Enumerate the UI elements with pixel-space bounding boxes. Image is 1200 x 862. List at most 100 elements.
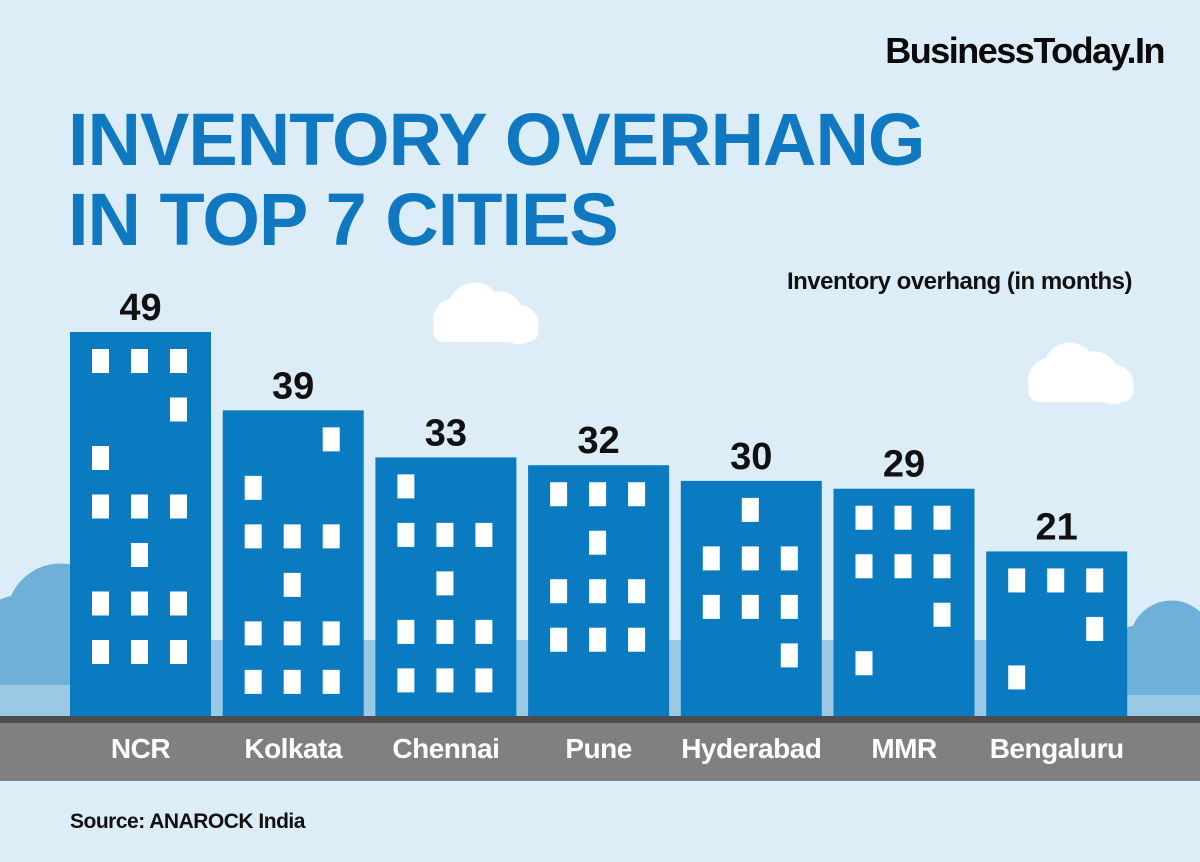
window <box>397 668 415 693</box>
window <box>702 594 720 619</box>
window <box>894 505 912 530</box>
window <box>397 522 415 547</box>
window <box>550 627 568 652</box>
window <box>436 571 454 596</box>
cloud-base <box>433 320 539 342</box>
window <box>131 349 148 373</box>
window <box>589 530 607 555</box>
window <box>741 497 759 522</box>
bar-group: 39 <box>222 365 364 716</box>
window <box>933 602 951 627</box>
window <box>1047 568 1065 593</box>
window <box>283 621 301 646</box>
category-label: Bengaluru <box>990 733 1124 764</box>
window <box>244 475 262 500</box>
window <box>244 524 262 549</box>
bar-group: 33 <box>375 412 517 716</box>
window <box>475 668 493 693</box>
window <box>628 482 646 507</box>
bar-group: 32 <box>528 420 670 716</box>
window <box>322 621 340 646</box>
window <box>741 594 759 619</box>
brand-logo: BusinessToday.In <box>885 30 1165 71</box>
title-line-2: IN TOP 7 CITIES <box>68 178 619 261</box>
window <box>322 669 340 694</box>
window <box>1086 568 1104 593</box>
cloud-white-1 <box>433 282 539 345</box>
window <box>780 643 798 668</box>
category-label: Pune <box>565 733 631 764</box>
data-label: 39 <box>272 365 314 407</box>
source-note: Source: ANAROCK India <box>70 810 305 833</box>
window <box>170 591 187 616</box>
window <box>436 668 454 693</box>
road <box>0 723 1200 781</box>
window <box>628 579 646 604</box>
window <box>92 640 109 664</box>
window <box>1008 568 1026 593</box>
category-label: NCR <box>111 733 170 764</box>
window <box>589 627 607 652</box>
window <box>589 579 607 604</box>
window <box>283 669 301 694</box>
window <box>702 546 720 571</box>
window <box>170 494 187 519</box>
window <box>322 427 340 452</box>
window <box>170 397 187 422</box>
window <box>92 349 109 373</box>
window <box>550 482 568 507</box>
bar-group: 49 <box>70 287 211 716</box>
category-label: MMR <box>871 733 937 764</box>
bar-group: 21 <box>986 506 1128 716</box>
window <box>92 446 109 470</box>
data-label: 21 <box>1036 506 1078 548</box>
window <box>92 494 109 519</box>
bar-group: 29 <box>833 444 975 716</box>
window <box>131 591 148 616</box>
window <box>244 669 262 694</box>
window <box>475 522 493 547</box>
window <box>131 494 148 519</box>
window <box>550 579 568 604</box>
data-label: 29 <box>883 444 925 486</box>
data-label: 32 <box>577 420 619 462</box>
window <box>855 651 873 676</box>
road-edge <box>0 716 1200 723</box>
bar-group: 30 <box>680 436 822 716</box>
window <box>780 546 798 571</box>
window <box>628 627 646 652</box>
window <box>131 543 148 567</box>
category-label: Hyderabad <box>681 733 821 764</box>
y-axis-label: Inventory overhang (in months) <box>786 268 1133 295</box>
window <box>436 619 454 644</box>
data-label: 33 <box>425 412 467 454</box>
cloud-white-2 <box>1028 342 1134 405</box>
window <box>283 524 301 549</box>
window <box>92 591 109 616</box>
window <box>894 554 912 579</box>
category-label: Chennai <box>392 733 499 764</box>
cloud-base <box>1028 380 1134 402</box>
title-line-1: INVENTORY OVERHANG <box>68 98 925 181</box>
window <box>780 594 798 619</box>
window <box>855 554 873 579</box>
window <box>170 349 187 373</box>
window <box>933 505 951 530</box>
window <box>855 505 873 530</box>
window <box>1086 616 1104 641</box>
window <box>322 524 340 549</box>
chart-title: INVENTORY OVERHANG IN TOP 7 CITIES <box>68 98 925 261</box>
window <box>170 640 187 664</box>
window <box>131 640 148 664</box>
window <box>933 554 951 579</box>
window <box>397 474 415 499</box>
window <box>283 572 301 597</box>
window <box>244 621 262 646</box>
window <box>436 522 454 547</box>
window <box>397 619 415 644</box>
data-label: 30 <box>730 436 772 478</box>
window <box>1008 665 1026 690</box>
category-label: Kolkata <box>244 733 343 764</box>
bar-kolkata <box>222 410 364 716</box>
